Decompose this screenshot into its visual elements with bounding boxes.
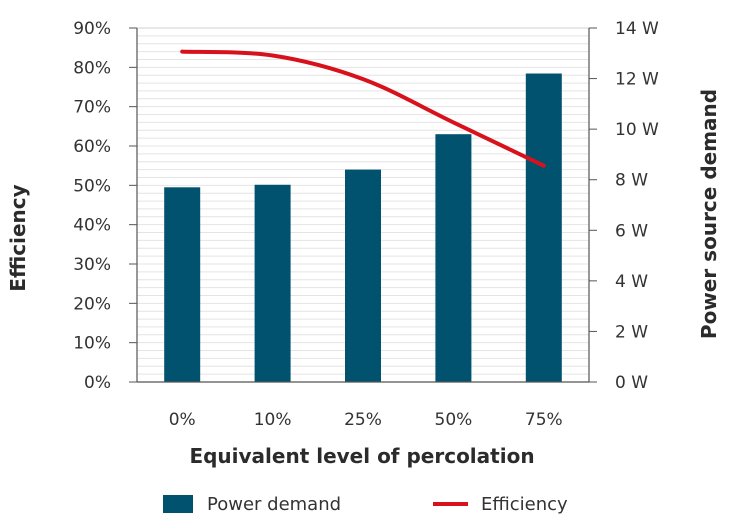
y-left-tick-label: 90%	[73, 19, 111, 39]
efficiency-line-group	[180, 49, 546, 168]
tick-labels: 0% 10% 20% 30% 40% 50% 60% 70% 80% 90% 0 W 2 W 4 W 6 …	[73, 19, 659, 430]
legend-label-efficiency: Efficiency	[481, 494, 568, 515]
axes	[129, 27, 597, 383]
legend-label-power-demand: Power demand	[207, 494, 341, 515]
bar-power-demand	[435, 134, 472, 382]
y-right-tick-label: 4 W	[615, 272, 648, 292]
x-tick-label: 0%	[169, 410, 196, 430]
x-tick-label: 75%	[525, 410, 563, 430]
efficiency-line	[180, 49, 546, 168]
y-left-tick-label: 10%	[73, 334, 111, 354]
x-tick-label: 25%	[344, 410, 382, 430]
y-left-tick-label: 0%	[84, 373, 111, 393]
y-right-tick-label: 14 W	[615, 19, 659, 39]
y-left-tick-label: 50%	[73, 176, 111, 196]
y-axis-right-title: Power source demand	[697, 89, 721, 339]
x-tick-label: 50%	[435, 410, 473, 430]
y-left-tick-label: 20%	[73, 294, 111, 314]
bar-power-demand	[345, 169, 381, 382]
y-left-tick-label: 80%	[73, 58, 111, 78]
y-left-tick-label: 30%	[73, 255, 111, 275]
bars	[164, 73, 562, 382]
bar-power-demand	[525, 73, 562, 382]
bar-power-demand	[164, 187, 201, 382]
x-tick-label: 10%	[254, 410, 292, 430]
legend: Power demand Efficiency	[163, 494, 568, 515]
legend-swatch-power-demand	[163, 495, 193, 513]
y-left-tick-label: 40%	[73, 216, 111, 236]
bar-power-demand	[254, 184, 291, 382]
y-right-tick-label: 12 W	[615, 70, 659, 90]
y-right-tick-label: 8 W	[615, 171, 648, 191]
y-right-tick-label: 0 W	[615, 373, 648, 393]
y-right-tick-label: 10 W	[615, 120, 659, 140]
y-axis-left-title: Efficiency	[6, 184, 30, 291]
x-axis-title: Equivalent level of percolation	[189, 444, 534, 468]
y-right-tick-label: 2 W	[615, 322, 648, 342]
y-left-tick-label: 70%	[73, 98, 111, 118]
y-right-tick-label: 6 W	[615, 221, 648, 241]
y-left-tick-label: 60%	[73, 137, 111, 157]
